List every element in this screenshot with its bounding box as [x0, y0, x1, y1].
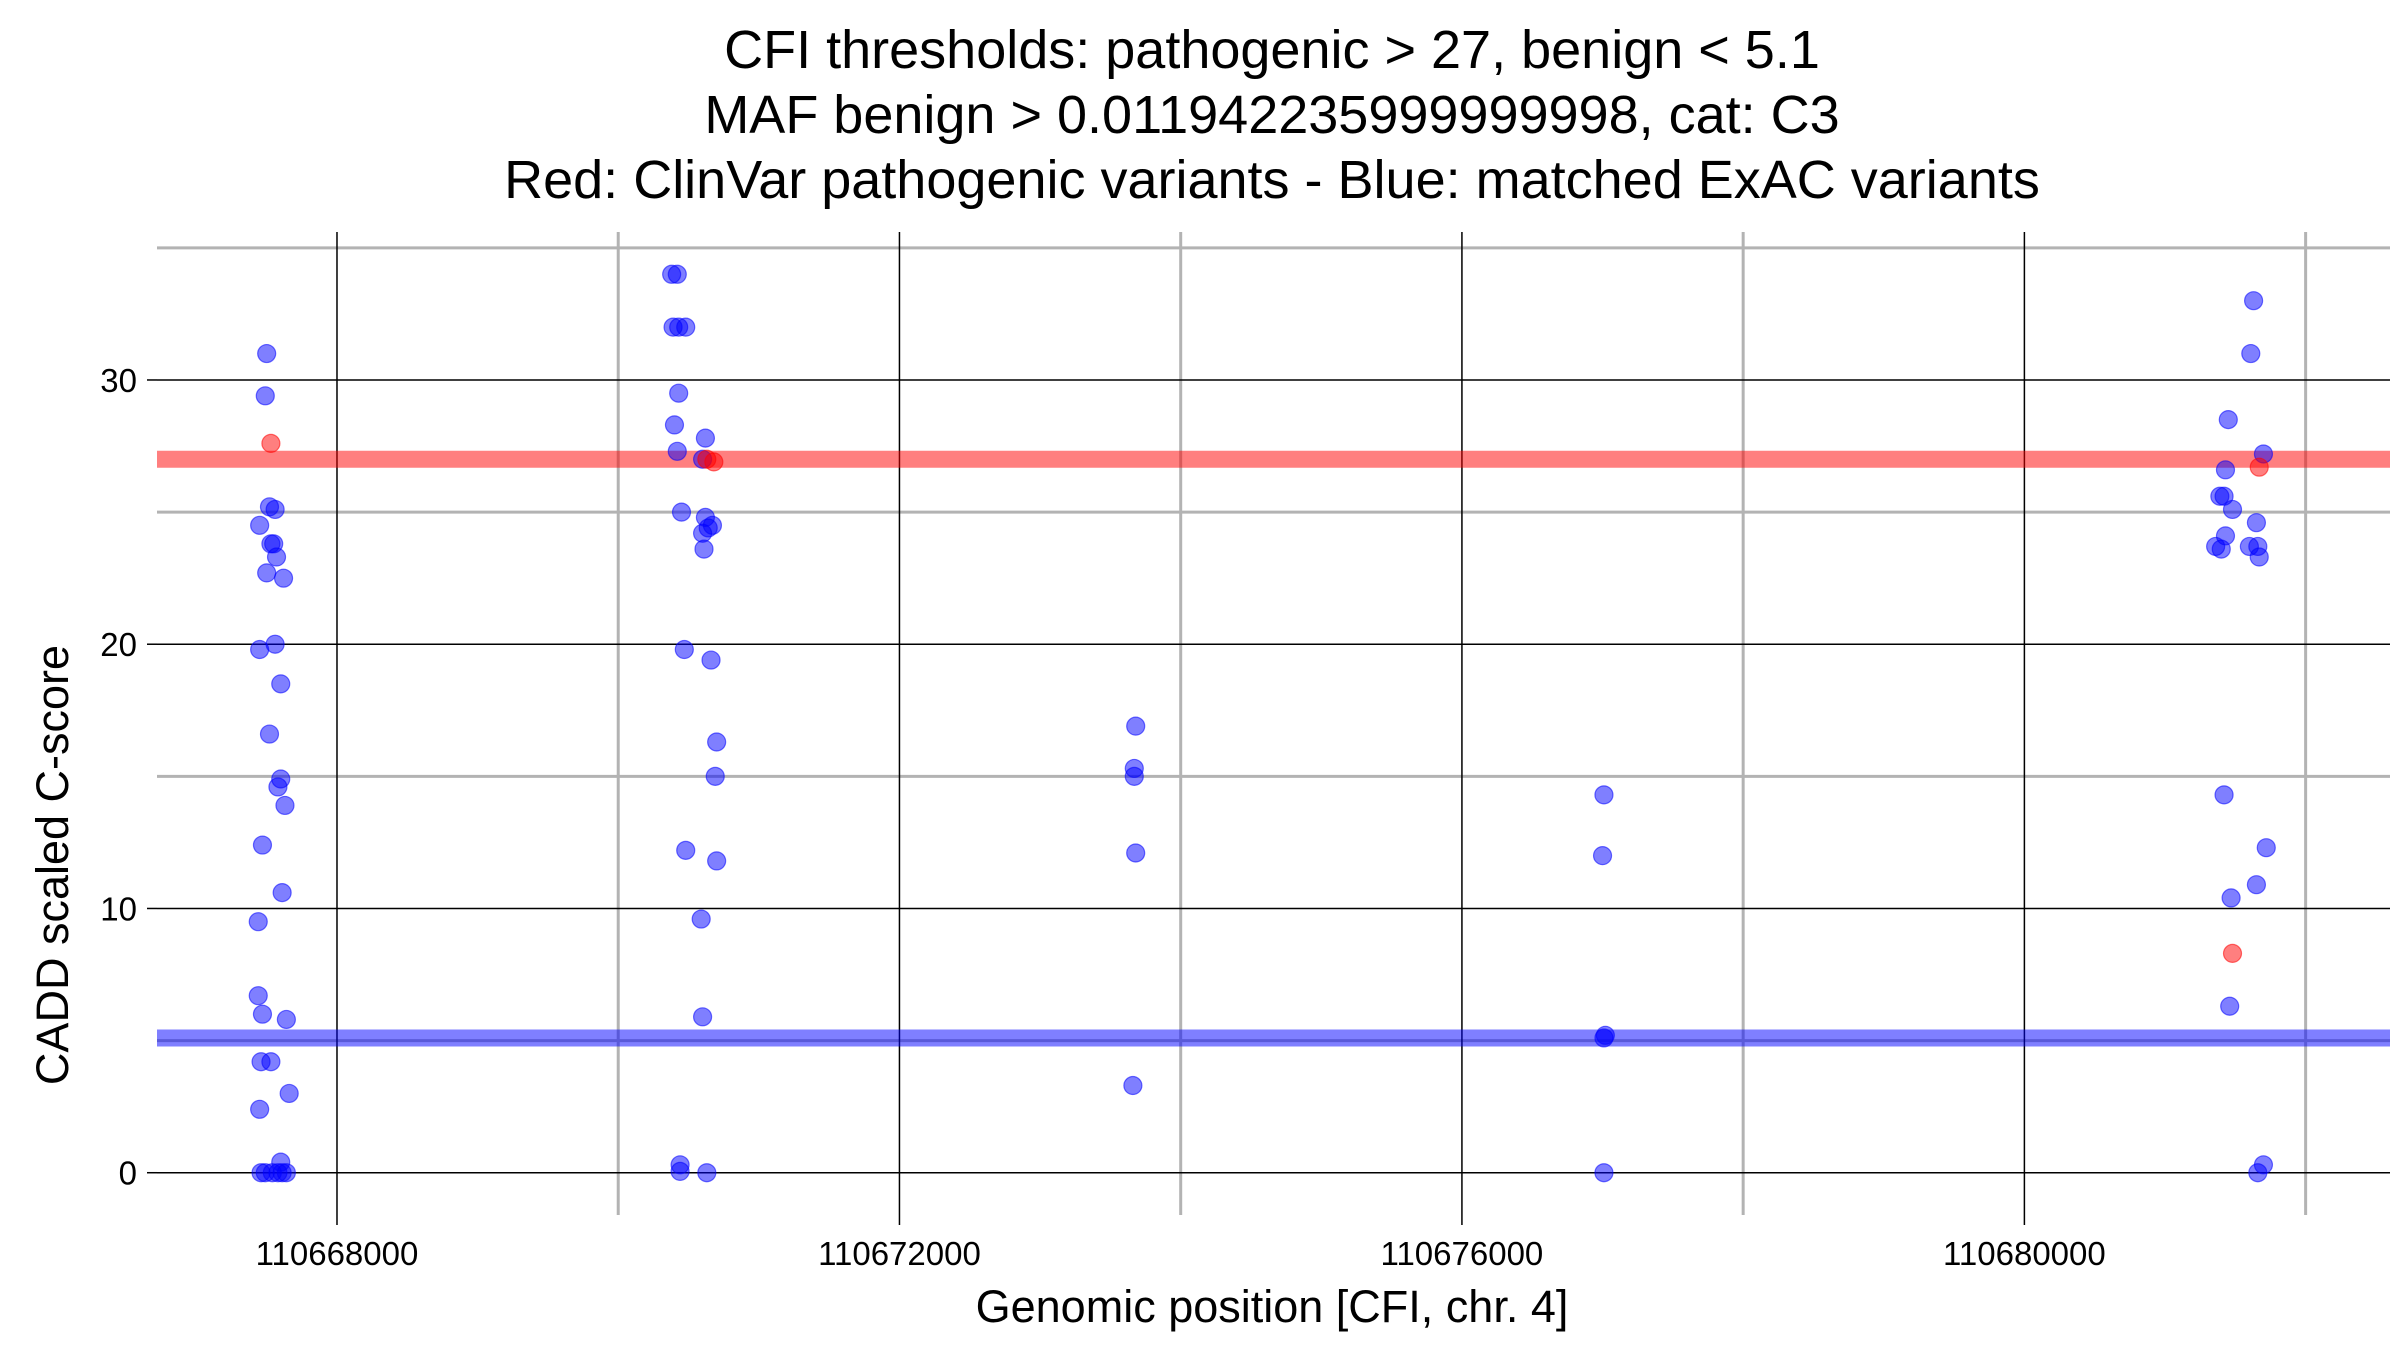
data-point-s0-70 — [1594, 1163, 1614, 1183]
x-tick-label-2: 110676000 — [1381, 1235, 1544, 1272]
data-point-s0-4 — [265, 499, 285, 520]
data-point-s1-2 — [704, 452, 724, 472]
data-point-s0-86 — [2214, 785, 2234, 805]
data-point-s0-11 — [250, 639, 270, 660]
data-point-s0-79 — [2244, 291, 2264, 311]
data-point-s0-65 — [1123, 1075, 1143, 1096]
data-point-s0-66 — [1594, 785, 1614, 805]
data-point-s0-13 — [259, 724, 280, 744]
data-point-s0-25 — [279, 1083, 299, 1104]
data-point-s0-57 — [692, 1007, 713, 1027]
data-point-s0-21 — [252, 1004, 273, 1024]
data-point-s0-64 — [1126, 843, 1146, 863]
data-point-s0-50 — [674, 639, 694, 660]
data-point-s0-92 — [2248, 1163, 2268, 1183]
data-point-s0-51 — [701, 650, 721, 670]
x-axis-title: Genomic position [CFI, chr. 4] — [976, 1281, 1569, 1332]
x-tick-label-0: 110668000 — [256, 1235, 419, 1272]
data-point-s0-2 — [250, 515, 270, 535]
data-point-s0-33 — [276, 1163, 296, 1183]
data-point-s1-4 — [2222, 943, 2243, 963]
data-point-s0-59 — [670, 1161, 690, 1181]
data-point-s0-16 — [275, 795, 295, 816]
data-point-s0-9 — [273, 568, 294, 588]
data-point-s0-24 — [261, 1052, 281, 1072]
data-point-s0-55 — [707, 851, 727, 871]
data-point-s1-3 — [2249, 457, 2269, 477]
chart-title-line-3: Red: ClinVar pathogenic variants - Blue:… — [504, 150, 2040, 210]
data-point-s0-20 — [248, 986, 268, 1006]
data-point-s0-90 — [2220, 996, 2240, 1016]
data-point-s0-12 — [271, 674, 291, 694]
data-point-s0-48 — [692, 523, 713, 543]
data-point-s0-89 — [2246, 875, 2267, 895]
y-tick-label-0: 0 — [119, 1155, 137, 1192]
data-point-s0-18 — [272, 883, 292, 903]
data-point-s0-80 — [2241, 343, 2261, 364]
data-point-s0-1 — [255, 386, 275, 406]
data-point-s0-19 — [248, 912, 268, 932]
data-point-s0-85 — [2249, 547, 2269, 567]
data-point-s0-56 — [691, 909, 711, 929]
y-tick-label-2: 20 — [100, 626, 137, 663]
data-point-s0-63 — [1124, 766, 1144, 786]
y-axis-title: CADD scaled C-score — [27, 645, 78, 1085]
data-point-s0-67 — [1592, 846, 1613, 866]
data-point-s0-8 — [257, 563, 277, 583]
y-tick-label-1: 10 — [100, 890, 137, 927]
data-point-s0-41 — [667, 441, 687, 461]
x-tick-label-1: 110672000 — [818, 1235, 981, 1272]
data-point-s0-75 — [2222, 499, 2243, 520]
data-point-s0-87 — [2256, 838, 2276, 858]
data-point-s0-49 — [694, 539, 714, 559]
points-layer — [248, 264, 2276, 1183]
data-point-s0-54 — [676, 840, 696, 860]
data-point-s0-35 — [667, 264, 687, 284]
y-tick-label-3: 30 — [100, 362, 137, 399]
data-point-s0-52 — [707, 732, 727, 752]
chart-title-line-1: CFI thresholds: pathogenic > 27, benign … — [724, 20, 1820, 80]
x-tick-label-3: 110680000 — [1943, 1235, 2106, 1272]
data-point-s0-61 — [1126, 716, 1146, 736]
data-point-s0-17 — [252, 835, 273, 855]
data-point-s0-39 — [669, 383, 689, 403]
data-point-s0-26 — [250, 1099, 270, 1119]
data-point-s0-15 — [268, 777, 288, 797]
data-point-s0-53 — [705, 766, 725, 786]
data-point-s0-60 — [697, 1163, 717, 1183]
data-point-s0-22 — [276, 1009, 296, 1030]
data-point-s0-78 — [2211, 539, 2231, 559]
data-point-s0-82 — [2246, 513, 2267, 533]
data-point-s0-40 — [664, 415, 685, 435]
data-point-s0-88 — [2221, 888, 2241, 908]
grid-layer — [157, 232, 2390, 1215]
data-point-s0-69 — [1594, 1028, 1614, 1048]
data-point-s0-0 — [257, 343, 277, 364]
data-point-s0-43 — [695, 428, 716, 448]
chart-title-line-2: MAF benign > 0.011942235999999998, cat: … — [704, 85, 1839, 145]
data-point-s0-44 — [671, 502, 692, 522]
data-point-s0-38 — [676, 317, 696, 337]
data-point-s0-72 — [2215, 460, 2236, 480]
threshold-layer — [157, 450, 2390, 1047]
data-point-s0-71 — [2218, 410, 2238, 430]
axes-layer: 0 10 20 30 110668000 110672000 110676000 110680… — [100, 362, 2105, 1272]
data-point-s1-0 — [261, 433, 281, 453]
data-point-s0-7 — [266, 547, 287, 567]
